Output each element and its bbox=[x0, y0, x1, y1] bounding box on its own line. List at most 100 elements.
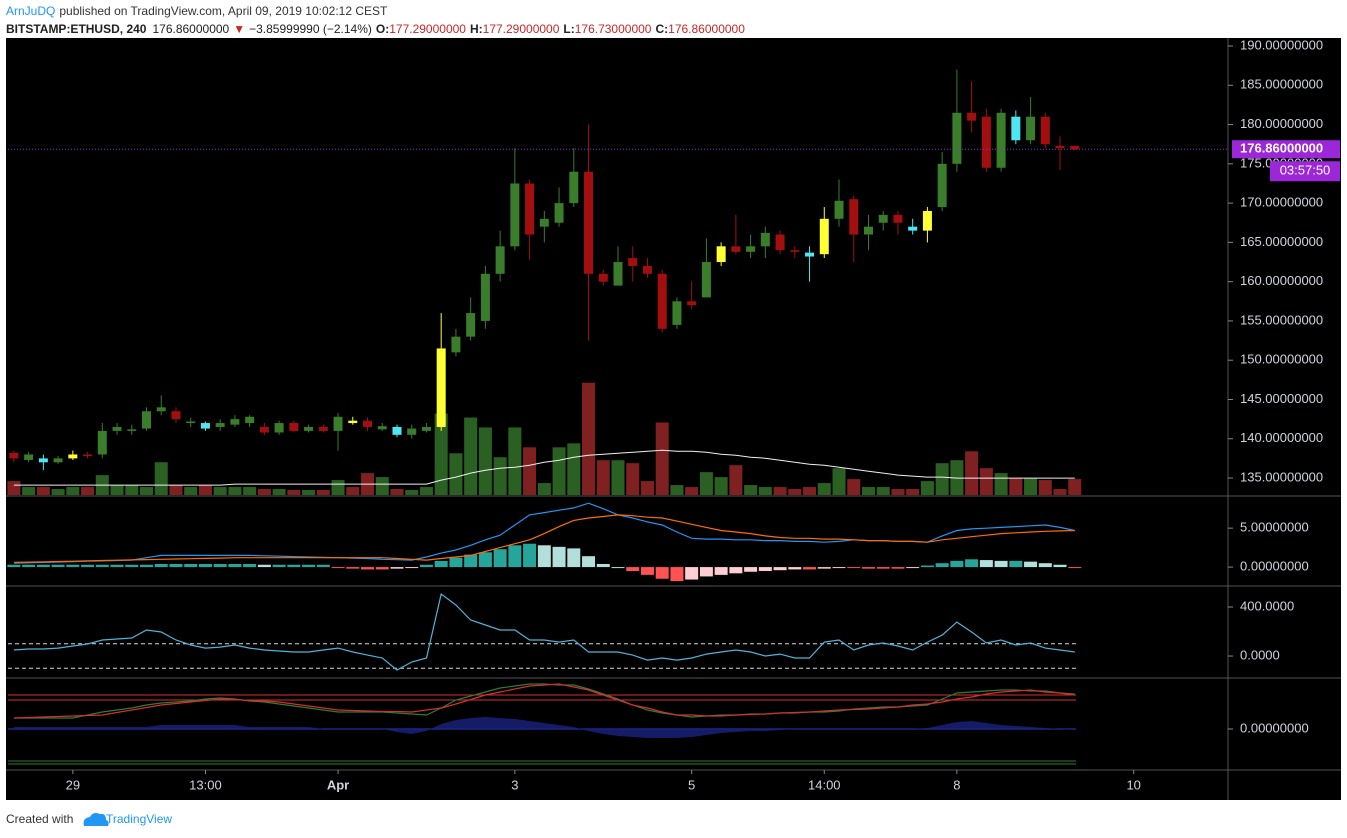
candle-body bbox=[200, 423, 210, 429]
candle-body bbox=[245, 416, 255, 424]
candle-body bbox=[716, 246, 726, 263]
volume-bar bbox=[1053, 489, 1067, 495]
symbol: BITSTAMP:ETHUSD, 240 bbox=[6, 22, 147, 36]
candle-body bbox=[451, 336, 461, 353]
macd-line bbox=[13, 514, 1075, 563]
candle-body bbox=[760, 232, 770, 247]
histogram-bar bbox=[891, 567, 905, 569]
candle-body bbox=[421, 426, 431, 431]
volume-bar bbox=[523, 447, 537, 495]
histogram-bar bbox=[655, 567, 669, 579]
h-value: 177.29000000 bbox=[483, 22, 560, 36]
volume-bar bbox=[920, 481, 934, 495]
y-tick-label: 5.00000000 bbox=[1240, 520, 1309, 535]
volume-bar bbox=[832, 468, 846, 495]
histogram-bar bbox=[361, 567, 375, 570]
last-price-label: 176.86000000 bbox=[1240, 141, 1323, 156]
author[interactable]: ArnJuDQ bbox=[6, 4, 55, 18]
volume-bar bbox=[582, 382, 596, 495]
y-tick-label: 0.00000000 bbox=[1240, 559, 1309, 574]
histogram-bar bbox=[36, 564, 50, 568]
last-price-box bbox=[1232, 140, 1340, 159]
histogram-bar bbox=[478, 552, 492, 568]
volume-bar bbox=[744, 485, 758, 495]
candle-body bbox=[937, 163, 947, 208]
tradingview-logo[interactable]: TradingView bbox=[83, 812, 173, 826]
histogram-bar bbox=[257, 564, 271, 568]
histogram-bar bbox=[1038, 563, 1052, 568]
candle-body bbox=[1070, 145, 1080, 150]
volume-bar bbox=[287, 490, 301, 495]
histogram-bar bbox=[611, 567, 625, 569]
volume-bar bbox=[331, 480, 345, 495]
volume-bar bbox=[346, 487, 360, 495]
histogram-bar bbox=[228, 563, 242, 568]
volume-bar bbox=[861, 487, 875, 495]
y-tick-label: 185.00000000 bbox=[1240, 77, 1323, 92]
candle-body bbox=[539, 218, 549, 227]
histogram-bar bbox=[184, 563, 198, 568]
volume-bar bbox=[1024, 478, 1038, 495]
candle-body bbox=[348, 420, 358, 424]
y-tick-label: 180.00000000 bbox=[1240, 116, 1323, 131]
candle-body bbox=[996, 112, 1006, 168]
candle-body bbox=[436, 348, 446, 427]
volume-bar bbox=[419, 487, 433, 495]
candle-body bbox=[97, 430, 107, 455]
histogram-bar bbox=[22, 564, 36, 568]
volume-bar bbox=[847, 479, 861, 495]
histogram-bar bbox=[596, 563, 610, 568]
histogram-bar bbox=[773, 567, 787, 571]
volume-bar bbox=[302, 490, 316, 495]
histogram-bar bbox=[243, 563, 257, 568]
volume-bar bbox=[817, 483, 831, 495]
candle-body bbox=[908, 226, 918, 231]
candle-body bbox=[1026, 116, 1036, 141]
volume-bar bbox=[758, 487, 772, 495]
histogram-bar bbox=[699, 567, 713, 577]
volume-bar bbox=[611, 460, 625, 495]
histogram-bar bbox=[847, 567, 861, 569]
volume-bar bbox=[1009, 478, 1023, 495]
candle-body bbox=[1011, 116, 1021, 141]
histogram-bar bbox=[81, 564, 95, 568]
volume-bar bbox=[228, 487, 242, 495]
candle-body bbox=[186, 421, 196, 424]
histogram-bar bbox=[758, 567, 772, 571]
candle-body bbox=[701, 262, 711, 298]
candle-body bbox=[893, 214, 903, 223]
histogram-bar bbox=[817, 567, 831, 569]
volume-bar bbox=[935, 463, 949, 495]
volume-bar bbox=[478, 427, 492, 495]
c-label: C: bbox=[655, 22, 668, 36]
volume-bar bbox=[552, 447, 566, 495]
candle-body bbox=[834, 200, 844, 219]
volume-bar bbox=[36, 487, 50, 495]
histogram-bar bbox=[920, 565, 934, 568]
volume-bar bbox=[375, 477, 389, 495]
histogram-bar bbox=[670, 567, 684, 582]
candle-body bbox=[805, 252, 815, 257]
histogram-bar bbox=[405, 567, 419, 569]
candle-body bbox=[525, 183, 535, 235]
histogram-bar bbox=[198, 563, 212, 568]
histogram-bar bbox=[685, 567, 699, 580]
volume-bar bbox=[876, 487, 890, 495]
volume-bar bbox=[640, 481, 654, 495]
x-tick-label: 29 bbox=[66, 777, 80, 792]
histogram-bar bbox=[7, 564, 21, 568]
volume-bar bbox=[110, 485, 124, 495]
histogram-bar bbox=[154, 563, 168, 568]
histogram-bar bbox=[331, 567, 345, 569]
candle-body bbox=[790, 250, 800, 252]
histogram-bar bbox=[744, 567, 758, 572]
histogram-bar bbox=[287, 564, 301, 568]
volume-bar bbox=[994, 473, 1008, 495]
c-value: 176.86000000 bbox=[668, 22, 745, 36]
candle-body bbox=[68, 454, 78, 459]
candle-body bbox=[775, 234, 785, 251]
candle-body bbox=[819, 218, 829, 255]
candle-body bbox=[142, 411, 152, 429]
volume-ma bbox=[13, 449, 1075, 486]
